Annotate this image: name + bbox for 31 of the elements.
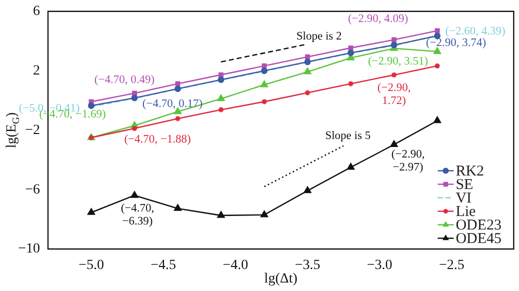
annotation: (−2.90, 1.72) xyxy=(377,82,411,107)
y-tick-label: −6 xyxy=(25,182,40,198)
annotation: (−2.60, 4.39) xyxy=(445,25,506,38)
y-tick-label: −2 xyxy=(25,122,40,138)
x-axis-title: lg(Δt) xyxy=(264,272,298,287)
legend-label: SE xyxy=(456,177,474,194)
legend-label: Lie xyxy=(456,204,476,220)
annotation: (−4.70, 0.17) xyxy=(142,98,203,110)
x-tick-label: −4.5 xyxy=(150,258,176,274)
annotation: (−2.90, 3.74) xyxy=(426,36,486,49)
y-tick-label: −10 xyxy=(18,242,40,257)
annotation: Slope is 5 xyxy=(325,130,371,142)
annotation: (−4.70, −1.88) xyxy=(124,133,191,146)
x-tick-label: −4.0 xyxy=(222,258,248,274)
x-tick-label: −5.0 xyxy=(78,258,104,274)
y-tick-label: 6 xyxy=(33,4,40,20)
annotation: (−2.90, 4.09) xyxy=(348,12,408,25)
annotation: (−2.90, 3.51) xyxy=(368,55,428,68)
legend-label: ODE23 xyxy=(456,218,502,234)
x-tick-label: −3.0 xyxy=(366,258,392,274)
y-tick-label: 2 xyxy=(33,63,40,78)
annotation: (−2.90, −2.97) xyxy=(391,148,425,174)
annotation: (−4.70, 0.49) xyxy=(94,74,155,86)
annotation: (−4.70, −6.39) xyxy=(120,202,154,228)
legend-label: ODE45 xyxy=(456,231,502,248)
legend-label: VI xyxy=(456,190,472,207)
x-tick-label: −2.5 xyxy=(439,258,464,274)
x-tick-label: −3.5 xyxy=(294,258,320,274)
legend-label: RK2 xyxy=(456,164,484,180)
y-axis-title: lg(EG) xyxy=(4,112,22,148)
annotation: Slope is 2 xyxy=(296,30,342,43)
